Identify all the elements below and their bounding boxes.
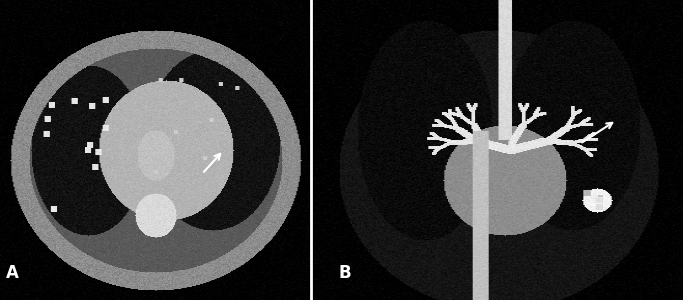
Text: B: B xyxy=(338,264,351,282)
Text: A: A xyxy=(6,264,19,282)
